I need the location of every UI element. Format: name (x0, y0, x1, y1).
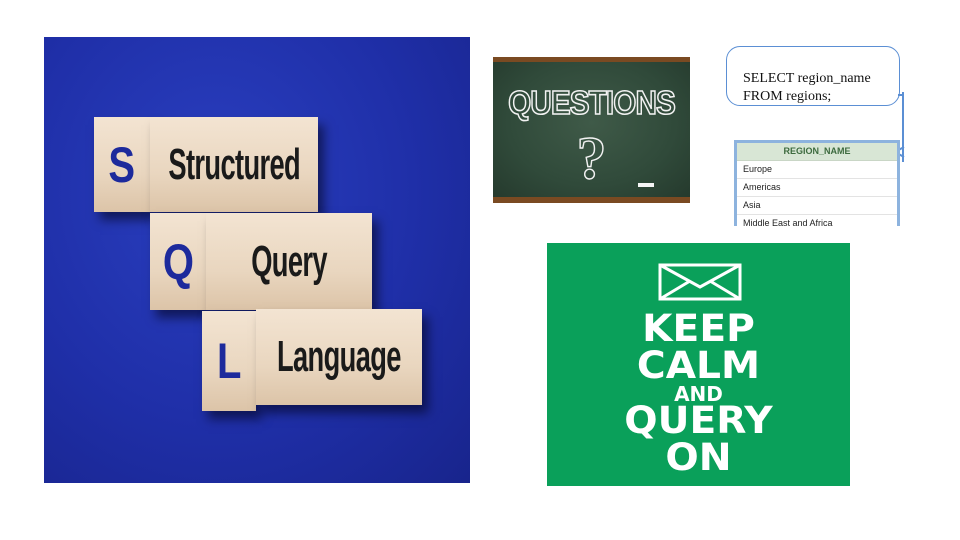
table-row: Asia (737, 197, 897, 215)
block-letter-l: L (202, 311, 256, 411)
poster-line-keep: KEEP (642, 307, 755, 350)
block-letter-q: Q (150, 213, 206, 310)
table-row: Middle East and Africa (737, 215, 897, 226)
query-box: SELECT region_name FROM regions; (726, 46, 900, 106)
block-word-structured: Structured (150, 117, 318, 212)
result-table-header: REGION_NAME (737, 143, 897, 161)
poster-line-query: QUERY (624, 399, 773, 442)
chalk-piece (638, 183, 654, 187)
query-text: SELECT region_name FROM regions; (743, 70, 871, 106)
block-word-language: Language (256, 309, 422, 405)
envelope-icon (658, 263, 742, 301)
questions-chalkboard-image: QUESTIONS ? (493, 57, 690, 203)
keep-calm-poster: KEEP CALM AND QUERY ON (547, 243, 850, 486)
word-query: Query (251, 236, 327, 286)
table-row: Europe (737, 161, 897, 179)
letter-l: L (216, 333, 242, 389)
letter-s: S (108, 136, 136, 193)
connector-line-vertical (902, 92, 904, 162)
block-letter-s: S (94, 117, 150, 212)
table-row: Americas (737, 179, 897, 197)
poster-line-and: AND (674, 382, 723, 406)
poster-line-calm: CALM (636, 344, 761, 387)
query-line-select: SELECT region_name (743, 71, 871, 86)
letter-q: Q (162, 233, 194, 290)
chalkboard-surface: QUESTIONS ? (493, 62, 690, 197)
query-diagram-image: SELECT region_name FROM regions; REGION_… (722, 40, 918, 226)
word-structured: Structured (168, 139, 300, 189)
question-mark-icon: ? (576, 124, 607, 191)
word-language: Language (277, 332, 401, 381)
sql-blocks-image: S Structured Q Query L Language (44, 37, 470, 483)
chalkboard-title: QUESTIONS (507, 83, 676, 122)
poster-line-on: ON (665, 436, 732, 479)
query-line-from: FROM regions; (743, 89, 832, 104)
connector-line (898, 94, 904, 96)
block-word-query: Query (206, 213, 372, 310)
result-table: REGION_NAME Europe Americas Asia Middle … (734, 140, 900, 226)
